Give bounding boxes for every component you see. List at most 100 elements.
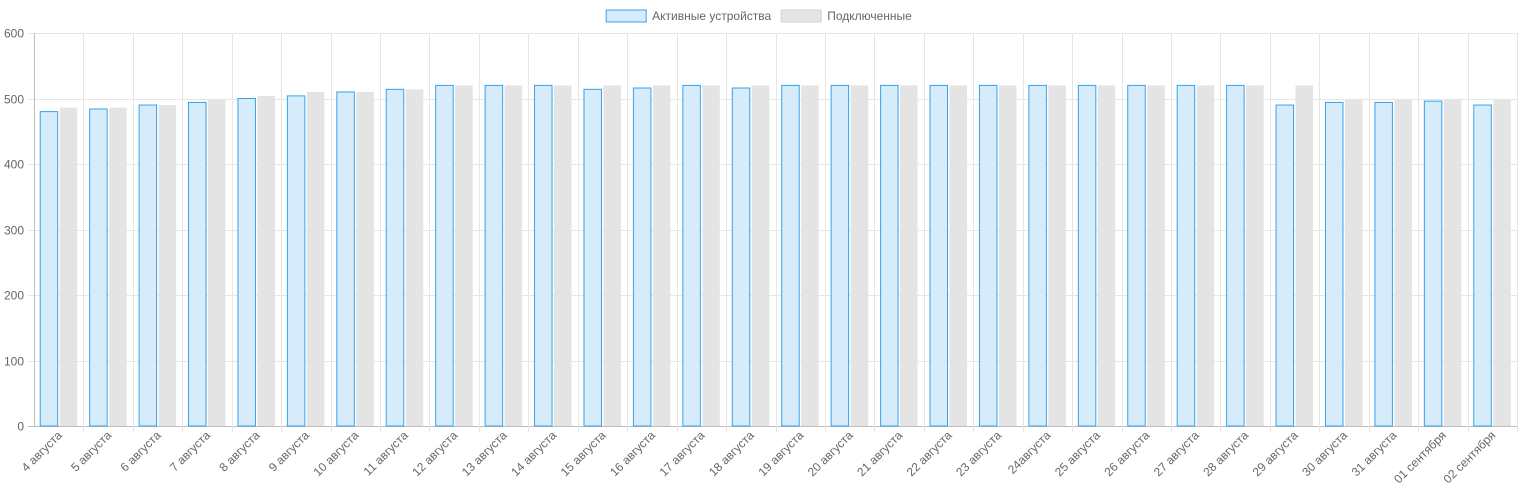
bar-active[interactable]: 27 августа: 520 [1176,84,1196,427]
bar-active[interactable]: 10 августа: 510 [336,91,355,427]
bar-connected[interactable]: 27 августа: 520 [1196,85,1215,427]
x-tick-label: 28 августа [1200,428,1251,479]
x-tick-label: 7 августа [167,428,213,474]
y-tick-label: 100 [4,355,24,369]
bar-connected[interactable]: 18 августа: 520 [751,85,770,427]
bar-connected[interactable]: 16 августа: 520 [652,85,671,427]
bar-connected[interactable]: 19 августа: 520 [801,85,819,427]
bar-active[interactable]: 29 августа: 490 [1275,104,1295,427]
x-tick-label: 12 августа [409,428,460,479]
bar-connected[interactable]: 30 августа: 498 [1344,99,1363,426]
x-tick-label: 26 августа [1101,428,1152,479]
legend-swatch-connected[interactable] [780,9,822,23]
bar-connected[interactable]: 4 августа: 486 [59,107,78,427]
x-tick-label: 18 августа [706,428,757,479]
bar-active[interactable]: 19 августа: 520 [781,84,800,427]
bar-active[interactable]: 12 августа: 520 [435,84,454,427]
bar-connected[interactable]: 28 августа: 520 [1246,85,1264,427]
x-tick-label: 15 августа [558,428,609,479]
bar-connected[interactable]: 13 августа: 520 [504,85,523,427]
bar-active[interactable]: 9 августа: 504 [286,95,306,427]
x-tick-label: 17 августа [657,428,708,479]
bar-active[interactable]: 13 августа: 520 [484,84,504,427]
x-tick-label: 24августа [1005,428,1054,477]
x-tick-label: 22 августа [904,428,955,479]
bar-connected[interactable]: 10 августа: 510 [356,91,374,426]
bar-active[interactable]: 30 августа: 494 [1324,101,1344,427]
bar-active[interactable]: 24августа: 520 [1028,84,1047,427]
bar-active[interactable]: 11 августа: 514 [385,88,405,427]
bar-active[interactable]: 15 августа: 514 [583,88,602,427]
x-tick-label: 20 августа [805,428,856,479]
bar-connected[interactable]: 6 августа: 490 [158,105,177,427]
bar-connected[interactable]: 11 августа: 514 [405,89,424,426]
x-tick-label: 23 августа [953,428,1004,479]
bar-connected[interactable]: 8 августа: 504 [257,95,275,426]
bar-connected[interactable]: 29 августа: 520 [1295,85,1314,427]
bar-connected[interactable]: 5 августа: 486 [109,107,127,427]
y-tick-label: 500 [4,93,24,107]
bar-connected[interactable]: 01 сентября: 498 [1443,99,1462,426]
x-tick-label: 01 сентября [1391,428,1449,486]
bar-connected[interactable]: 26 августа: 520 [1147,85,1165,427]
bar-active[interactable]: 16 августа: 516 [632,87,652,427]
bar-connected[interactable]: 7 августа: 498 [208,99,226,426]
bar-active[interactable]: 28 августа: 520 [1226,84,1245,427]
x-tick-label: 16 августа [607,428,658,479]
bar-active[interactable]: 25 августа: 520 [1077,84,1097,427]
x-tick-label: 19 августа [755,428,806,479]
y-axis: 0 100 200 300 400 500 600 [4,27,24,434]
bar-connected[interactable]: 15 августа: 520 [603,85,621,427]
bar-connected[interactable]: 14 августа: 520 [554,85,572,427]
x-tick-label: 5 августа [68,428,114,474]
legend-label-connected[interactable]: Подключенные [827,9,912,23]
bar-connected[interactable]: 23 августа: 520 [998,85,1017,427]
bar-connected[interactable]: 21 августа: 520 [900,85,918,427]
bar-active[interactable]: 31 августа: 494 [1374,101,1393,427]
bar-connected[interactable]: 02 сентября: 498 [1493,99,1511,426]
bar-active[interactable]: 5 августа: 484 [89,108,108,427]
legend-label-active[interactable]: Активные устройства [652,9,771,23]
legend[interactable]: Активные устройства Подключенные [605,9,912,23]
bar-active[interactable]: 02 сентября: 490 [1473,104,1492,427]
bar-active[interactable]: 4 августа: 480 [39,111,59,427]
x-tick-label: 8 августа [216,428,262,474]
bar-active[interactable]: 01 сентября: 496 [1423,100,1443,427]
bar-active[interactable]: 21 августа: 520 [880,84,899,427]
bar-active[interactable]: 8 августа: 500 [237,98,256,427]
x-tick-label: 14 августа [508,428,559,479]
bar-active[interactable]: 23 августа: 520 [978,84,998,427]
bar-connected[interactable]: 20 августа: 520 [850,85,869,427]
y-tick-label: 600 [4,27,24,41]
x-tick-label: 21 августа [854,428,905,479]
x-tick-label: 29 августа [1250,428,1301,479]
bar-connected[interactable]: 17 августа: 520 [702,85,720,427]
bar-active[interactable]: 14 августа: 520 [534,84,553,427]
bar-connected[interactable]: 31 августа: 498 [1394,99,1412,426]
bar-active[interactable]: 6 августа: 490 [138,104,158,427]
bars: 4 августа: 4804 августа: 486 5 августа: 4… [39,84,1511,427]
x-tick-label: 30 августа [1299,428,1350,479]
bar-active[interactable]: 7 августа: 494 [188,101,207,427]
legend-swatch-active[interactable] [605,9,647,23]
bar-connected[interactable]: 9 августа: 510 [306,91,325,426]
bar-active[interactable]: 22 августа: 520 [929,84,949,427]
bar-active[interactable]: 17 августа: 520 [682,84,701,427]
bar-active[interactable]: 20 августа: 520 [830,84,850,427]
y-tick-label: 300 [4,224,24,238]
x-tick-label: 13 августа [459,428,510,479]
bar-active[interactable]: 26 августа: 520 [1127,84,1146,427]
bar-connected[interactable]: 24августа: 520 [1048,85,1066,427]
x-tick-label: 6 августа [117,428,163,474]
bar-connected[interactable]: 25 августа: 520 [1097,85,1116,427]
x-tick-label: 4 августа [19,428,65,474]
y-tick-label: 400 [4,158,24,172]
bar-connected[interactable]: 12 августа: 520 [455,85,473,427]
bar-active[interactable]: 18 августа: 516 [731,87,751,427]
bar-connected[interactable]: 22 августа: 520 [949,85,968,427]
x-tick-label: 11 августа [361,428,412,479]
y-tick-label: 0 [17,420,24,434]
x-tick-label: 25 августа [1052,428,1103,479]
x-tick-label: 10 августа [311,428,362,479]
